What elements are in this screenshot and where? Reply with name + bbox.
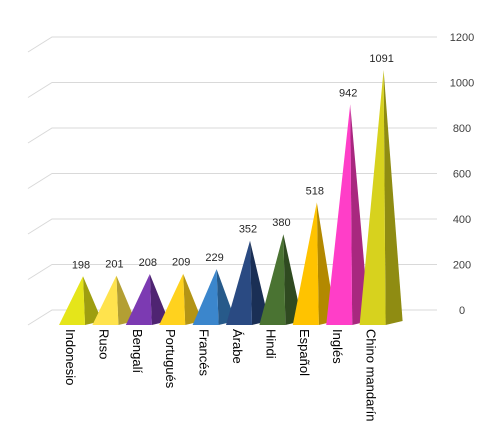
pyramid-bar: [92, 275, 119, 325]
data-label: 380: [272, 217, 290, 229]
y-tick-label: 0: [459, 305, 465, 317]
y-axis-tick-labels: 0 200 400 600 800 1000 1200: [450, 32, 474, 317]
category-label: Bengalí: [130, 329, 145, 373]
data-label: 352: [239, 224, 257, 236]
data-label: 198: [72, 259, 90, 271]
pyramid-side: [83, 276, 102, 325]
data-label: 942: [339, 87, 357, 99]
y-tick-label: 1000: [450, 78, 474, 90]
category-label: Chino mandarín: [364, 329, 379, 422]
data-label: 209: [172, 257, 190, 269]
pyramid-bar: [159, 273, 186, 325]
gridlines: [27, 36, 437, 326]
y-tick-label: 200: [453, 260, 471, 272]
data-label: 518: [306, 185, 324, 197]
gridline: [27, 82, 437, 98]
pyramid-bar: [359, 70, 386, 325]
pyramid-bar: [326, 104, 353, 325]
y-tick-label: 400: [453, 214, 471, 226]
pyramid-bar: [59, 276, 85, 325]
pyramid-bar: [259, 234, 286, 325]
y-tick-label: 800: [453, 123, 471, 135]
y-tick-label: 1200: [450, 32, 474, 44]
pyramid-side: [383, 70, 403, 325]
gridline: [27, 127, 437, 144]
pyramid-bar: [226, 240, 252, 325]
category-label: Inglés: [330, 329, 345, 364]
category-label: Hindi: [263, 329, 278, 359]
pyramid-bars: [59, 70, 403, 325]
pyramid-side: [149, 273, 169, 325]
data-label: 208: [139, 257, 157, 269]
pyramid-side: [183, 273, 203, 325]
pyramid-bar: [292, 202, 319, 325]
category-label: Árabe: [230, 329, 245, 364]
pyramid-side: [350, 104, 370, 325]
pyramid-side: [116, 275, 136, 325]
y-tick-label: 600: [453, 169, 471, 181]
data-labels: 198 201 208 209 229 352 380 518 942 1091: [72, 53, 394, 271]
data-label: 229: [205, 252, 223, 264]
pyramid-bar: [192, 269, 219, 325]
gridline: [27, 36, 437, 53]
category-labels: Indonesio Ruso Bengalí Portugués Francés Árab…: [63, 329, 379, 422]
category-label: Español: [297, 329, 312, 376]
category-label: Portugués: [163, 329, 178, 389]
category-label: Indonesio: [63, 329, 78, 385]
data-label: 201: [105, 259, 123, 271]
pyramid-side: [250, 240, 269, 325]
data-label: 1091: [369, 53, 393, 65]
gridline: [27, 173, 437, 189]
gridline: [27, 218, 437, 235]
category-label: Francés: [197, 329, 212, 376]
category-label: Ruso: [96, 329, 111, 359]
pyramid-bar: [125, 273, 152, 325]
